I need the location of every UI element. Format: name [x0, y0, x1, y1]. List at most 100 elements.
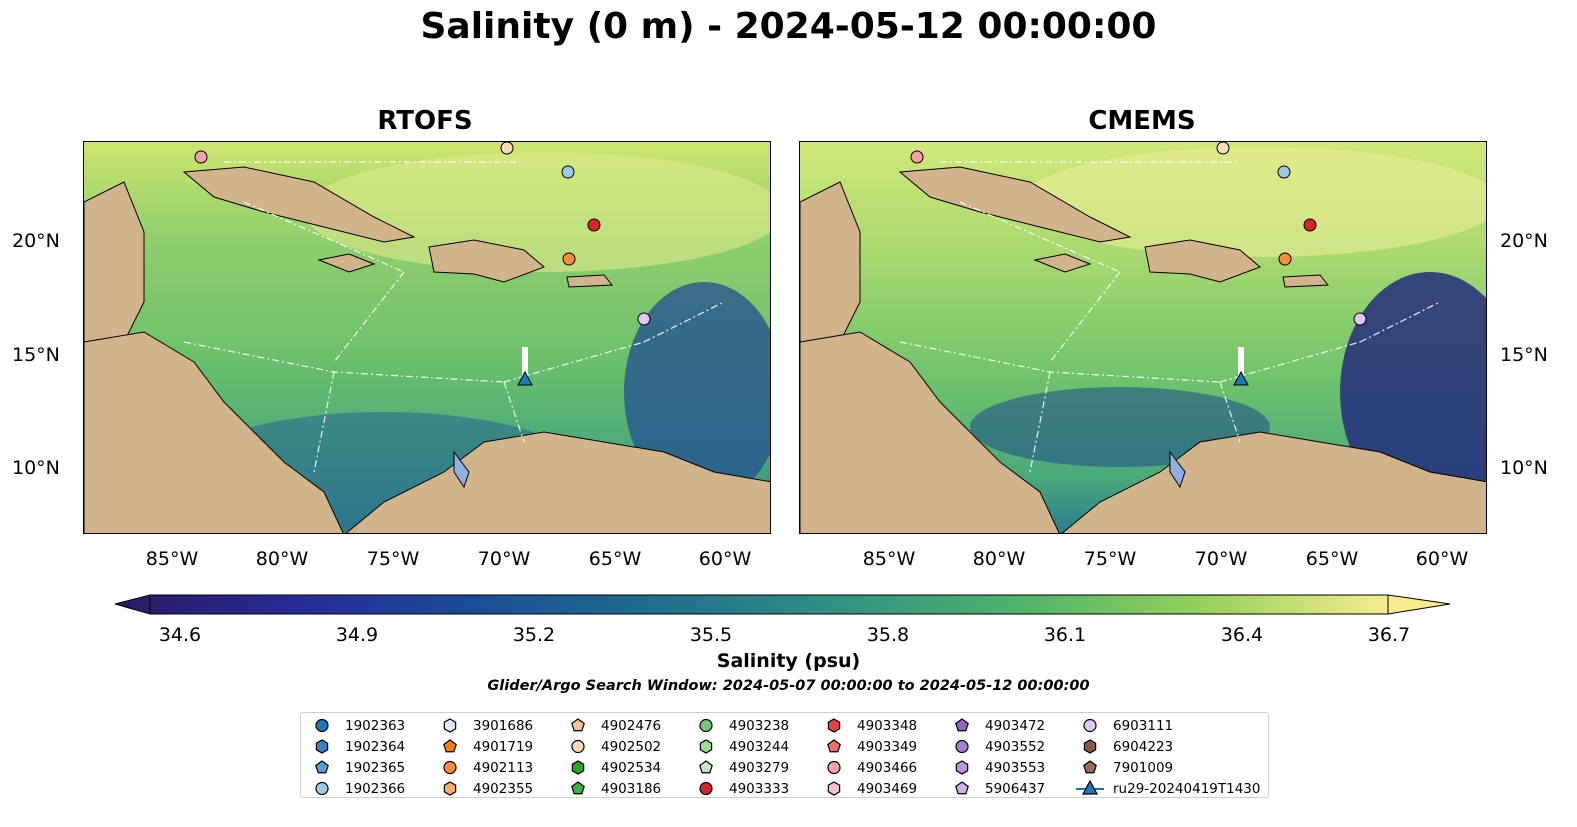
lat-label-20n-left: 20°N: [12, 230, 60, 252]
legend-entry-4902355: 4902355: [435, 778, 533, 799]
lon-label-60w-right: 60°W: [1415, 548, 1469, 570]
pentagon-marker-icon: [699, 760, 713, 774]
legend-entry-4902476: 4902476: [563, 715, 661, 736]
legend-entry-label: 1902364: [345, 738, 406, 755]
legend-entry-label: 4902534: [601, 759, 662, 776]
circle-marker-icon: [315, 718, 329, 733]
circle-marker-icon: [571, 739, 585, 754]
lat-label-20n-right: 20°N: [1500, 230, 1548, 252]
legend-entry-4903472: 4903472: [947, 715, 1045, 736]
legend-entry-4901719: 4901719: [435, 736, 533, 757]
legend-entry-label: 7901009: [1113, 759, 1174, 776]
legend-entry-label: 4902355: [473, 780, 534, 797]
legend-entry-label: 4903348: [857, 717, 918, 734]
legend-entry-4902534: 4902534: [563, 757, 661, 778]
legend-entry-label: 4903279: [729, 759, 790, 776]
circle-marker-icon: [699, 781, 713, 796]
legend-entry-1902365: 1902365: [307, 757, 405, 778]
hexagon-marker-icon: [699, 739, 713, 754]
circle-marker-icon: [699, 718, 713, 733]
legend-entry-1902364: 1902364: [307, 736, 405, 757]
lon-label-70w-left: 70°W: [477, 548, 531, 570]
legend-entry-3901686: 3901686: [435, 715, 533, 736]
panel-title-cmems: CMEMS: [1088, 106, 1196, 136]
legend-entry-label: 4903553: [985, 759, 1046, 776]
hexagon-marker-icon: [827, 781, 841, 796]
legend-entry-label: 4903349: [857, 738, 918, 755]
map-panel-rtofs[interactable]: [83, 141, 771, 534]
pentagon-marker-icon: [571, 781, 585, 795]
search-window-note: Glider/Argo Search Window: 2024-05-07 00…: [487, 678, 1090, 694]
salinity-map-cmems: [800, 142, 1486, 533]
lat-label-10n-right: 10°N: [1500, 457, 1548, 479]
legend-entry-4903186: 4903186: [563, 778, 661, 799]
legend-entry-4903469: 4903469: [819, 778, 917, 799]
hexagon-marker-icon: [827, 718, 841, 733]
circle-marker-icon: [443, 760, 457, 775]
lon-label-70w-right: 70°W: [1194, 548, 1248, 570]
legend-entry-label: 4903472: [985, 717, 1046, 734]
colorbar-tick-35-5: 35.5: [689, 624, 733, 646]
lat-label-10n-left: 10°N: [12, 457, 60, 479]
lon-label-60w-left: 60°W: [698, 548, 752, 570]
lon-label-65w-right: 65°W: [1305, 548, 1359, 570]
legend-entry-label: 1902366: [345, 780, 406, 797]
salinity-colorbar: [115, 594, 1451, 615]
legend-entry-label: 4903552: [985, 738, 1046, 755]
legend-entry-ru29-20240419T1430: ru29-20240419T1430: [1075, 778, 1260, 799]
lon-label-85w-right: 85°W: [862, 548, 916, 570]
legend-entry-label: 4902502: [601, 738, 662, 755]
map-panel-cmems[interactable]: [799, 141, 1487, 534]
pentagon-marker-icon: [955, 718, 969, 732]
hexagon-marker-icon: [955, 760, 969, 775]
legend-entry-label: 6903111: [1113, 717, 1174, 734]
legend-entry-4903279: 4903279: [691, 757, 789, 778]
circle-marker-icon: [827, 760, 841, 775]
hexagon-marker-icon: [315, 739, 329, 754]
circle-marker-icon: [1083, 718, 1097, 733]
lat-label-15n-right: 15°N: [1500, 344, 1548, 366]
legend-entry-label: 1902365: [345, 759, 406, 776]
hexagon-marker-icon: [571, 760, 585, 775]
colorbar-tick-34-9: 34.9: [335, 624, 379, 646]
legend-entry-1902366: 1902366: [307, 778, 405, 799]
legend: 1902363 1902364 1902365 1902366 3901686 49017…: [300, 712, 1269, 798]
lon-label-65w-left: 65°W: [588, 548, 642, 570]
legend-entry-4903238: 4903238: [691, 715, 789, 736]
legend-entry-label: 4903244: [729, 738, 790, 755]
legend-entry-label: 4903469: [857, 780, 918, 797]
legend-entry-label: 6904223: [1113, 738, 1174, 755]
legend-entry-label: 3901686: [473, 717, 534, 734]
legend-entry-label: 4902476: [601, 717, 662, 734]
legend-entry-4903348: 4903348: [819, 715, 917, 736]
lon-label-80w-left: 80°W: [255, 548, 309, 570]
colorbar-tick-35-8: 35.8: [866, 624, 910, 646]
lon-label-85w-left: 85°W: [145, 548, 199, 570]
colorbar-tick-36-4: 36.4: [1220, 624, 1264, 646]
legend-entry-label: 4901719: [473, 738, 534, 755]
legend-entry-4903553: 4903553: [947, 757, 1045, 778]
pentagon-marker-icon: [827, 739, 841, 753]
lon-label-75w-left: 75°W: [366, 548, 420, 570]
panel-title-rtofs: RTOFS: [377, 106, 473, 136]
colorbar-tick-35-2: 35.2: [512, 624, 556, 646]
legend-entry-1902363: 1902363: [307, 715, 405, 736]
pentagon-marker-icon: [955, 781, 969, 795]
hexagon-marker-icon: [443, 781, 457, 796]
pentagon-marker-icon: [571, 718, 585, 732]
legend-entry-label: ru29-20240419T1430: [1113, 780, 1261, 797]
legend-entry-label: 5906437: [985, 780, 1046, 797]
legend-entry-label: 4903466: [857, 759, 918, 776]
salinity-map-rtofs: [84, 142, 770, 533]
figure-title: Salinity (0 m) - 2024-05-12 00:00:00: [420, 6, 1157, 47]
legend-entry-4902502: 4902502: [563, 736, 661, 757]
legend-entry-label: 4902113: [473, 759, 534, 776]
legend-entry-label: 4903186: [601, 780, 662, 797]
legend-entry-label: 4903333: [729, 780, 790, 797]
colorbar-tick-34-6: 34.6: [158, 624, 202, 646]
legend-entry-5906437: 5906437: [947, 778, 1045, 799]
hexagon-marker-icon: [443, 718, 457, 733]
pentagon-marker-icon: [1083, 760, 1097, 774]
colorbar-tick-36-1: 36.1: [1043, 624, 1087, 646]
legend-entry-6903111: 6903111: [1075, 715, 1173, 736]
